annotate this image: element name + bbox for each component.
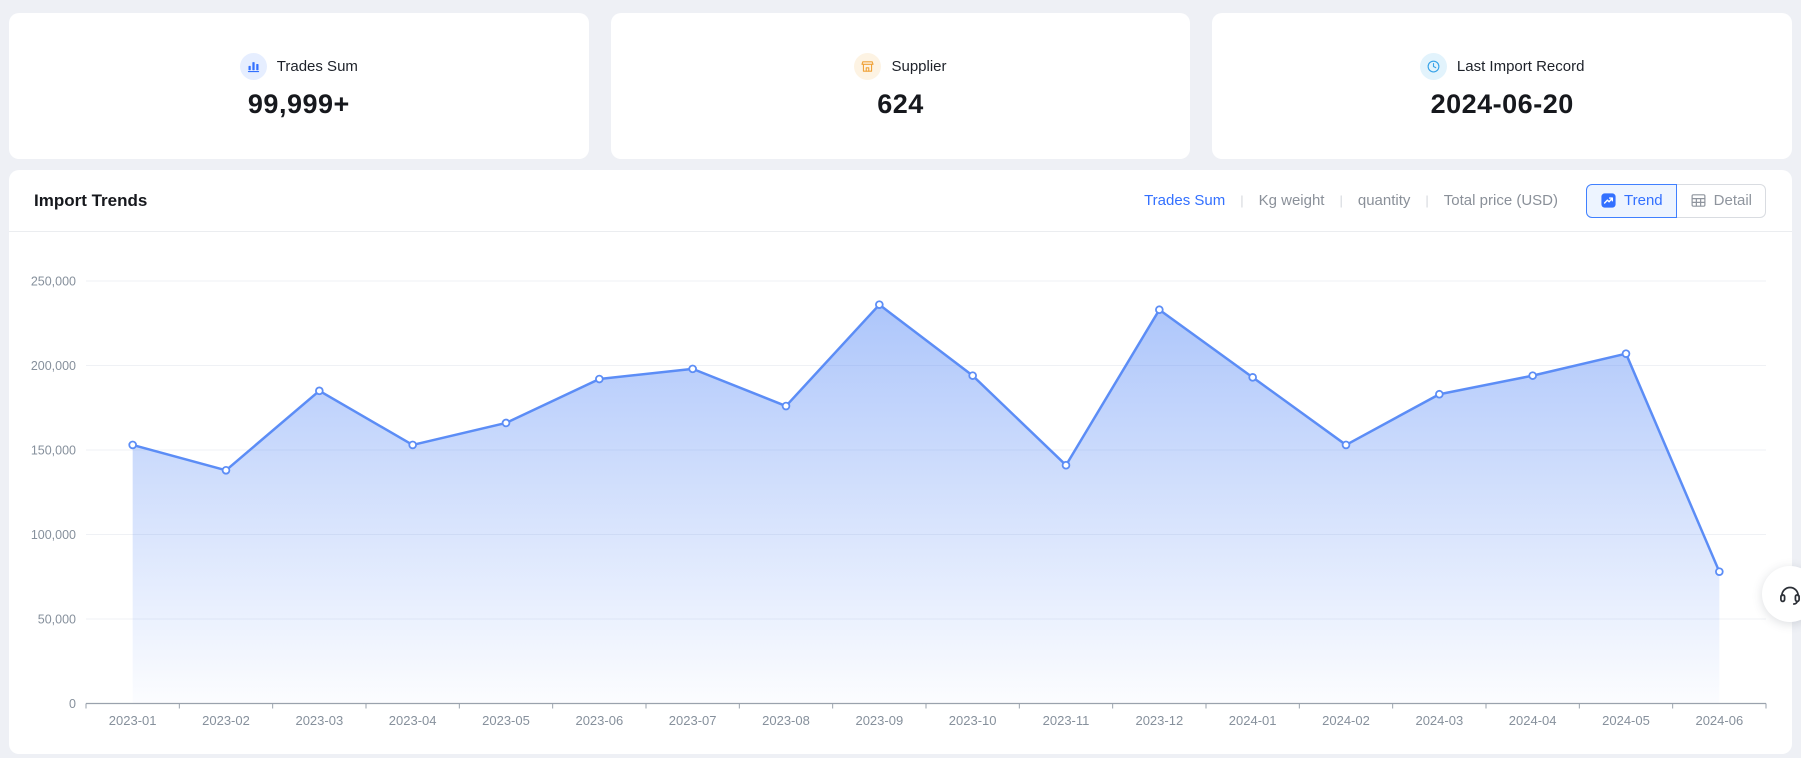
stat-card-label: Trades Sum — [276, 57, 358, 75]
clock-icon — [1419, 52, 1447, 80]
headset-icon — [1777, 581, 1801, 607]
stat-card-header: Trades Sum — [239, 52, 358, 80]
support-button[interactable] — [1762, 566, 1801, 622]
import-trends-card: Import Trends Trades Sum | Kg weight | q… — [9, 170, 1792, 754]
trend-button-label: Trend — [1624, 192, 1663, 209]
svg-text:200,000: 200,000 — [31, 359, 76, 373]
svg-text:150,000: 150,000 — [31, 444, 76, 458]
stat-card-label: Last Import Record — [1456, 57, 1585, 75]
stat-card-trades-sum: Trades Sum 99,999+ — [9, 13, 589, 159]
svg-text:0: 0 — [69, 697, 76, 711]
stat-card-last-import: Last Import Record 2024-06-20 — [1212, 13, 1793, 159]
metric-tab-quantity[interactable]: quantity — [1357, 192, 1411, 209]
svg-text:2024-01: 2024-01 — [1229, 713, 1277, 728]
svg-text:2024-05: 2024-05 — [1602, 713, 1650, 728]
stat-card-value: 2024-06-20 — [1430, 88, 1574, 119]
svg-text:2024-03: 2024-03 — [1415, 713, 1463, 728]
svg-text:250,000: 250,000 — [31, 275, 76, 289]
svg-text:2023-01: 2023-01 — [109, 713, 157, 728]
svg-text:2023-04: 2023-04 — [389, 713, 437, 728]
trend-button[interactable]: Trend — [1586, 183, 1677, 218]
metric-tab-total-price[interactable]: Total price (USD) — [1443, 192, 1558, 209]
stat-card-value: 624 — [877, 88, 924, 119]
tab-separator: | — [1339, 193, 1343, 208]
chart-header: Import Trends Trades Sum | Kg weight | q… — [9, 170, 1792, 232]
stat-card-header: Last Import Record — [1419, 52, 1585, 80]
svg-text:2024-06: 2024-06 — [1695, 713, 1743, 728]
svg-text:100,000: 100,000 — [31, 528, 76, 542]
import-trend-chart[interactable]: 0 50,000 100,000 150,000 200,000 250,000 2023-… — [9, 232, 1792, 753]
view-toggle: Trend Detail — [1586, 183, 1766, 218]
svg-text:2024-02: 2024-02 — [1322, 713, 1370, 728]
svg-text:50,000: 50,000 — [38, 613, 76, 627]
trend-icon — [1600, 192, 1617, 209]
svg-text:2023-12: 2023-12 — [1135, 713, 1183, 728]
svg-text:2023-03: 2023-03 — [295, 713, 343, 728]
metric-tab-trades-sum[interactable]: Trades Sum — [1144, 192, 1226, 209]
stat-card-row: Trades Sum 99,999+ Supplier 624 — [9, 13, 1793, 159]
svg-text:2023-09: 2023-09 — [855, 713, 903, 728]
svg-text:2023-06: 2023-06 — [575, 713, 623, 728]
svg-text:2024-04: 2024-04 — [1509, 713, 1557, 728]
stat-card-header: Supplier — [854, 52, 947, 80]
svg-text:2023-02: 2023-02 — [202, 713, 250, 728]
metric-tab-kg-weight[interactable]: Kg weight — [1258, 192, 1325, 209]
detail-button-label: Detail — [1713, 192, 1752, 209]
stat-card-label: Supplier — [891, 57, 947, 75]
stat-card-supplier: Supplier 624 — [610, 13, 1191, 159]
tab-separator: | — [1425, 193, 1429, 208]
table-icon — [1690, 192, 1707, 209]
chart-body: 0 50,000 100,000 150,000 200,000 250,000 2023-… — [9, 232, 1792, 753]
svg-text:2023-10: 2023-10 — [949, 713, 997, 728]
svg-text:2023-05: 2023-05 — [482, 713, 530, 728]
svg-text:2023-07: 2023-07 — [669, 713, 717, 728]
detail-button[interactable]: Detail — [1676, 183, 1766, 218]
svg-text:2023-08: 2023-08 — [762, 713, 810, 728]
bar-chart-icon — [239, 52, 267, 80]
tab-separator: | — [1240, 193, 1244, 208]
metric-tabs: Trades Sum | Kg weight | quantity | Tota… — [1144, 192, 1558, 209]
chart-title: Import Trends — [34, 190, 148, 210]
stat-card-value: 99,999+ — [247, 88, 350, 119]
svg-text:2023-11: 2023-11 — [1043, 713, 1090, 728]
shop-icon — [854, 52, 882, 80]
